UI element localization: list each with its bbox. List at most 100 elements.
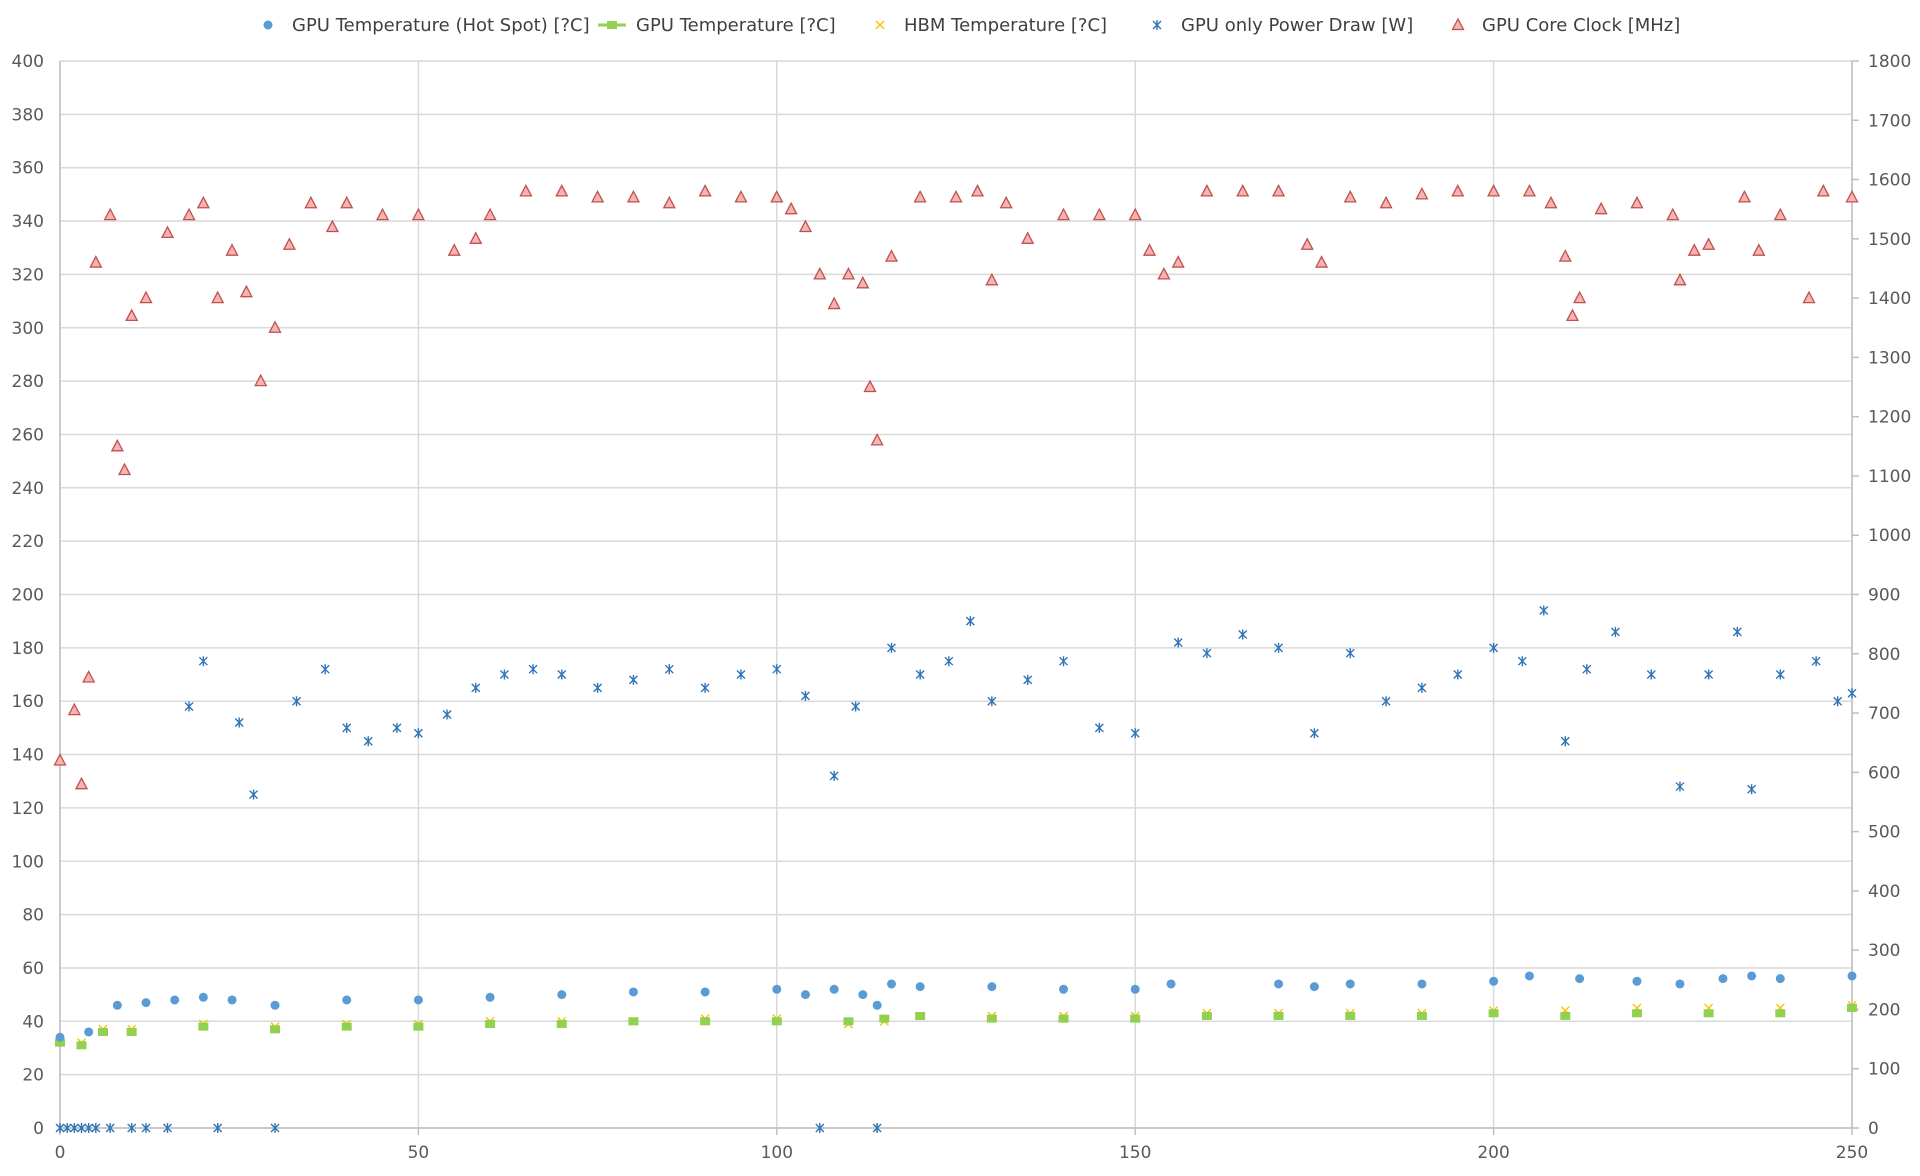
y-tick-label: 200 xyxy=(12,586,44,606)
data-point xyxy=(282,237,296,250)
data-point xyxy=(1381,696,1391,707)
legend-marker xyxy=(1451,17,1465,31)
data-point xyxy=(160,225,175,239)
data-point xyxy=(944,656,954,667)
data-point xyxy=(1488,1009,1499,1018)
data-point xyxy=(91,1123,101,1133)
data-point xyxy=(772,664,782,675)
data-point xyxy=(1415,186,1429,200)
data-point xyxy=(392,722,402,733)
data-point xyxy=(1775,974,1785,984)
data-point xyxy=(1200,184,1214,197)
y2-tick-label: 1500 xyxy=(1868,230,1911,250)
y-tick-label: 140 xyxy=(12,746,44,766)
y-tick-label: 320 xyxy=(12,265,44,285)
legend-marker xyxy=(607,21,617,29)
data-point xyxy=(886,642,896,653)
data-point xyxy=(626,189,641,203)
data-point xyxy=(375,207,390,221)
data-point xyxy=(1142,243,1157,256)
data-point xyxy=(1058,1014,1069,1023)
data-point xyxy=(1271,184,1286,197)
data-point xyxy=(1056,207,1071,221)
data-point xyxy=(84,1123,94,1133)
data-point xyxy=(76,1041,87,1050)
data-point xyxy=(69,1123,79,1133)
data-point xyxy=(55,1123,65,1133)
y2-tick-label: 1200 xyxy=(1868,408,1911,428)
y2-tick-label: 1400 xyxy=(1868,289,1911,309)
data-point xyxy=(1059,984,1069,994)
data-point xyxy=(628,1017,639,1026)
data-point xyxy=(1201,1011,1212,1020)
legend-marker xyxy=(263,20,273,30)
data-point xyxy=(1646,669,1656,680)
data-point xyxy=(1718,974,1728,984)
data-point xyxy=(700,1017,711,1026)
data-point xyxy=(184,701,194,712)
data-point xyxy=(813,266,827,280)
data-point xyxy=(268,320,282,333)
data-point xyxy=(1522,184,1537,197)
y2-tick-label: 1000 xyxy=(1868,526,1911,546)
data-point xyxy=(499,669,509,680)
data-point xyxy=(413,728,423,739)
data-point xyxy=(84,1027,94,1037)
data-point xyxy=(913,189,927,203)
data-point xyxy=(987,982,997,992)
data-point xyxy=(858,990,868,1000)
data-point xyxy=(342,722,352,733)
data-point xyxy=(1773,207,1787,221)
data-point xyxy=(985,272,999,286)
data-point xyxy=(485,992,495,1002)
data-point xyxy=(53,753,67,766)
data-point xyxy=(879,1014,890,1023)
data-point xyxy=(471,682,481,693)
data-point xyxy=(1565,308,1580,322)
data-point xyxy=(1314,255,1329,268)
data-point xyxy=(591,189,605,203)
data-point xyxy=(1171,255,1185,268)
data-point xyxy=(198,656,208,667)
data-point xyxy=(483,207,497,221)
data-point xyxy=(1379,195,1393,209)
data-point xyxy=(62,1123,72,1133)
y2-tick-label: 900 xyxy=(1868,586,1900,606)
data-point xyxy=(1094,722,1104,733)
data-point xyxy=(234,717,244,728)
data-point xyxy=(1847,971,1857,981)
data-point xyxy=(340,195,354,209)
data-point xyxy=(986,1014,997,1023)
series-group xyxy=(55,605,1857,1133)
data-point xyxy=(700,682,710,693)
y2-tick-label: 300 xyxy=(1868,941,1900,961)
data-point xyxy=(141,1123,151,1133)
data-point xyxy=(557,669,567,680)
data-point xyxy=(1673,272,1687,286)
y-tick-label: 80 xyxy=(22,906,44,926)
data-point xyxy=(700,987,710,997)
x-tick-label: 0 xyxy=(55,1143,66,1163)
data-point xyxy=(110,438,124,452)
y-tick-label: 240 xyxy=(12,479,44,499)
y2-tick-label: 700 xyxy=(1868,704,1900,724)
data-point xyxy=(1453,669,1463,680)
data-point xyxy=(1489,642,1499,653)
y-tick-label: 220 xyxy=(12,532,44,552)
y-tick-label: 360 xyxy=(12,159,44,179)
data-point xyxy=(363,736,373,747)
data-point xyxy=(325,219,339,233)
y2-tick-label: 1300 xyxy=(1868,348,1911,368)
data-point xyxy=(74,776,89,790)
data-point xyxy=(1702,237,1716,250)
data-point xyxy=(970,184,985,197)
data-point xyxy=(1802,290,1816,304)
data-point xyxy=(55,1032,65,1042)
gridlines xyxy=(59,60,1853,1129)
data-point xyxy=(1309,728,1319,739)
data-point xyxy=(771,1017,782,1026)
legend-item: GPU Core Clock [MHz] xyxy=(1451,15,1680,36)
data-point xyxy=(851,701,861,712)
data-point xyxy=(67,702,81,716)
